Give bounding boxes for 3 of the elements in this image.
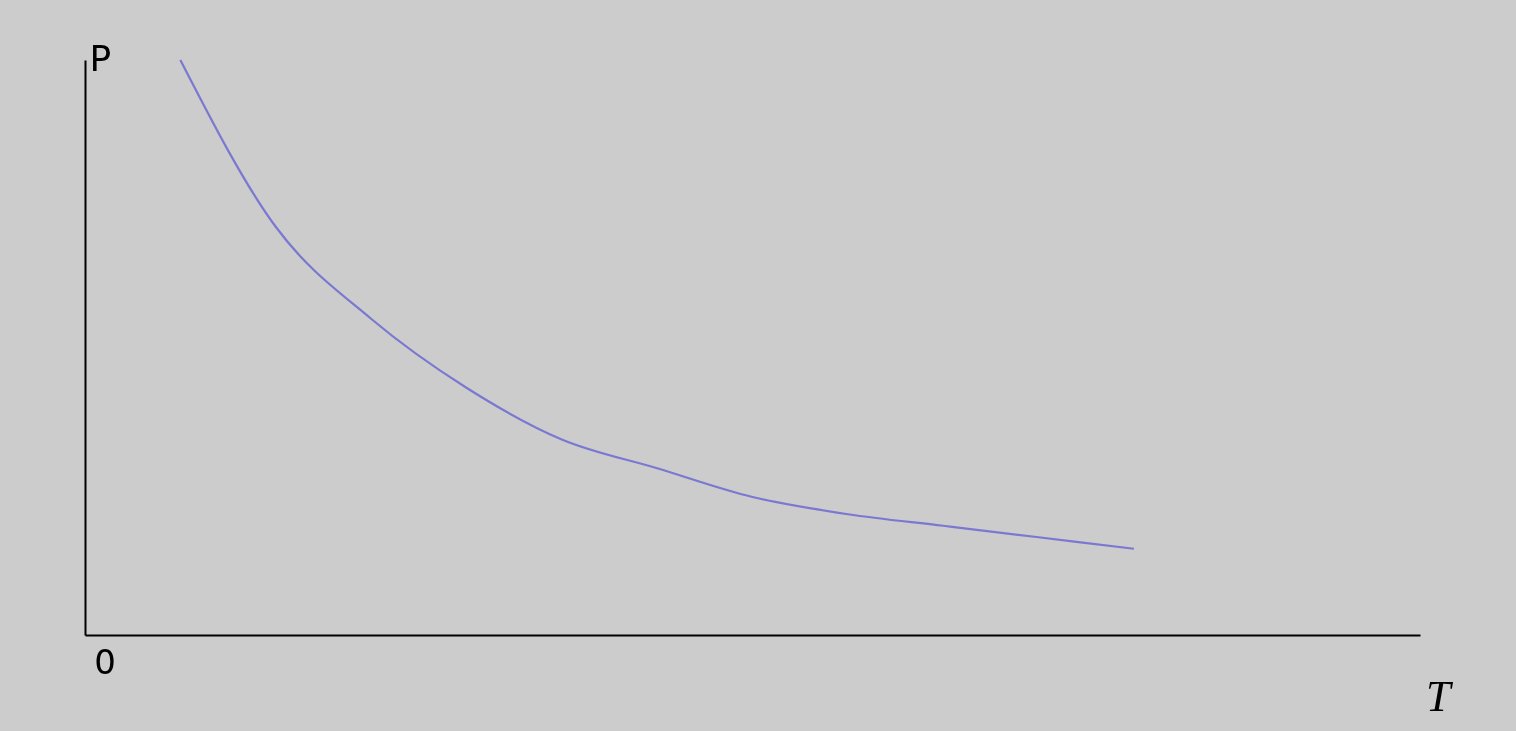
x-axis-title: T <box>1426 671 1455 721</box>
y-axis-title: P <box>89 37 112 79</box>
text: 0 <box>94 642 116 682</box>
